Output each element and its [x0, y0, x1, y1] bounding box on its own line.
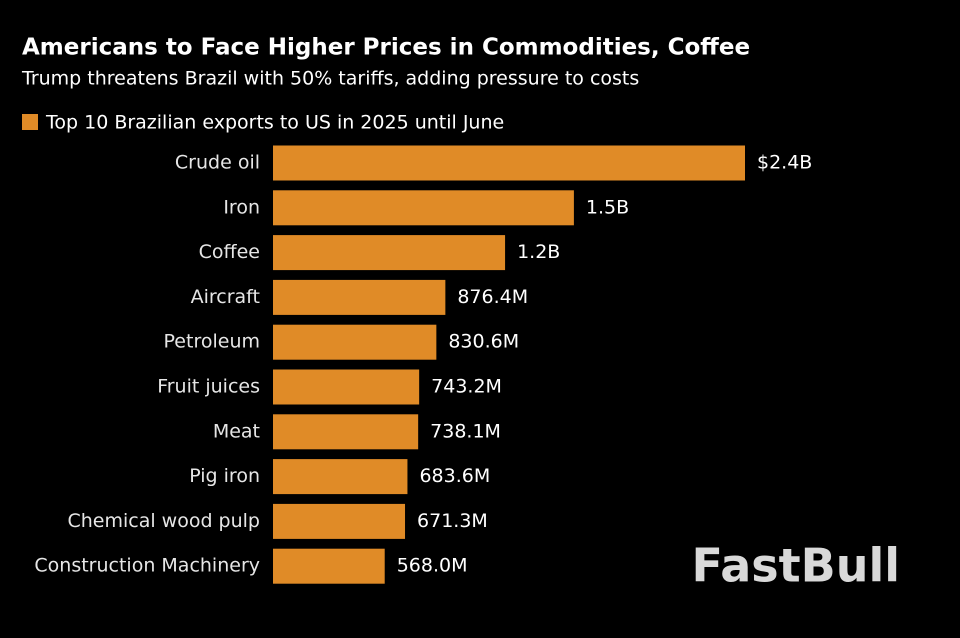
bar [273, 414, 419, 450]
category-label: Construction Machinery [34, 555, 260, 577]
category-label: Chemical wood pulp [67, 510, 260, 532]
value-label: 568.0M [397, 555, 468, 577]
category-label: Pig iron [189, 465, 260, 487]
bar [273, 190, 574, 226]
bar [273, 369, 420, 405]
value-label: 671.3M [417, 510, 488, 532]
bar [273, 324, 437, 360]
value-label: $2.4B [757, 152, 812, 174]
value-label: 743.2M [431, 376, 502, 398]
category-label: Petroleum [164, 331, 260, 353]
value-label: 876.4M [457, 286, 528, 308]
value-label: 830.6M [448, 331, 519, 353]
chart-subtitle: Trump threatens Brazil with 50% tariffs,… [21, 68, 639, 90]
category-label: Fruit juices [157, 376, 260, 398]
bar [273, 459, 408, 495]
category-label: Coffee [199, 241, 260, 263]
legend-label: Top 10 Brazilian exports to US in 2025 u… [45, 112, 504, 134]
category-label: Meat [213, 420, 260, 442]
category-label: Crude oil [175, 152, 260, 174]
category-label: Aircraft [191, 286, 260, 308]
value-label: 683.6M [419, 465, 490, 487]
value-label: 1.2B [517, 241, 560, 263]
legend-swatch [22, 114, 38, 130]
chart-title: Americans to Face Higher Prices in Commo… [22, 35, 750, 61]
category-label: Iron [223, 196, 260, 218]
bar [273, 279, 446, 315]
bar [273, 145, 745, 181]
value-label: 1.5B [586, 196, 629, 218]
bar [273, 503, 406, 539]
value-label: 738.1M [430, 420, 501, 442]
watermark: FastBull [692, 539, 900, 593]
bar [273, 235, 506, 271]
bar [273, 548, 385, 584]
